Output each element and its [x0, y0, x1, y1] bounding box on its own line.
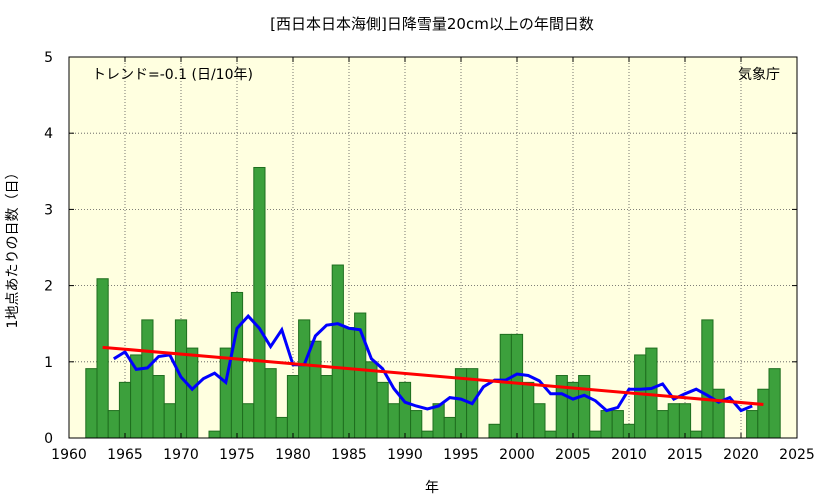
bar	[387, 403, 400, 439]
bar	[443, 416, 456, 439]
x-tick-label: 2025	[779, 447, 815, 463]
bar	[421, 430, 434, 439]
bar	[533, 403, 546, 439]
bar	[410, 410, 423, 439]
x-tick-label: 2000	[499, 447, 535, 463]
bar	[253, 166, 266, 439]
x-tick-label: 1995	[443, 447, 479, 463]
x-tick-label: 1980	[275, 447, 311, 463]
bar	[342, 327, 356, 439]
bar-series	[85, 166, 781, 439]
bar	[242, 403, 255, 439]
bar	[544, 430, 557, 439]
trend-line	[102, 345, 764, 406]
bar	[107, 410, 120, 439]
bar	[186, 347, 199, 439]
bar	[589, 430, 602, 439]
bar	[286, 375, 300, 439]
bar	[264, 368, 277, 439]
x-tick-label: 1990	[387, 447, 423, 463]
bar	[499, 333, 512, 439]
source-label: 気象庁	[738, 67, 780, 83]
x-tick-label: 2005	[555, 447, 591, 463]
bar	[656, 410, 669, 439]
bar	[275, 416, 288, 439]
trend-label: トレンド=-0.1 (日/10年)	[92, 67, 253, 83]
moving-average-line	[113, 313, 753, 413]
y-tick-label: 0	[44, 431, 53, 447]
plot-area	[68, 56, 798, 439]
bar	[757, 388, 770, 439]
x-axis-label: 年	[425, 480, 439, 496]
bar	[746, 410, 759, 439]
bar	[690, 430, 703, 439]
bar	[208, 430, 221, 439]
y-tick-label: 2	[44, 279, 53, 295]
y-axis-label: 1地点あたりの日数（日）	[5, 166, 21, 329]
chart-title: [西日本日本海側]日降雪量20cm以上の年間日数	[270, 15, 594, 33]
x-axis: 1960 1965 1970 1975 1980 1985 1990 1995 2000 2005…	[51, 57, 815, 463]
bar	[611, 410, 624, 439]
bar	[309, 340, 322, 439]
x-tick-label: 1970	[163, 447, 199, 463]
bar	[96, 278, 109, 439]
x-tick-label: 1985	[331, 447, 367, 463]
y-tick-label: 5	[44, 50, 53, 66]
y-tick-label: 1	[44, 355, 53, 371]
bar	[432, 403, 445, 439]
x-tick-label: 1960	[51, 447, 87, 463]
y-axis: 0 1 2 3 4 5	[44, 50, 797, 447]
bar	[768, 368, 781, 439]
bar	[118, 381, 132, 439]
bar	[488, 423, 501, 439]
bar	[85, 368, 98, 439]
bar	[712, 388, 725, 439]
bar	[365, 361, 378, 439]
bar	[667, 403, 680, 439]
bar	[298, 319, 311, 439]
bar	[152, 375, 165, 439]
bar	[510, 333, 524, 439]
bar	[566, 381, 580, 439]
bar	[701, 319, 714, 439]
bar	[398, 381, 412, 439]
bar	[376, 381, 389, 439]
bar	[600, 410, 613, 439]
bar	[230, 291, 244, 439]
bar	[678, 403, 692, 439]
bar	[163, 403, 176, 439]
x-tick-label: 2015	[667, 447, 703, 463]
bar	[522, 381, 535, 439]
plot-frame	[68, 56, 798, 439]
bar	[634, 354, 647, 439]
bar	[320, 375, 333, 439]
x-tick-label: 2020	[723, 447, 759, 463]
x-tick-label: 1975	[219, 447, 255, 463]
y-tick-label: 3	[44, 202, 53, 218]
bar	[331, 264, 344, 439]
bar	[141, 319, 154, 439]
bar	[555, 375, 568, 439]
x-tick-label: 2010	[611, 447, 647, 463]
y-tick-label: 4	[44, 126, 53, 142]
x-tick-label: 1965	[107, 447, 143, 463]
bar	[578, 375, 591, 439]
